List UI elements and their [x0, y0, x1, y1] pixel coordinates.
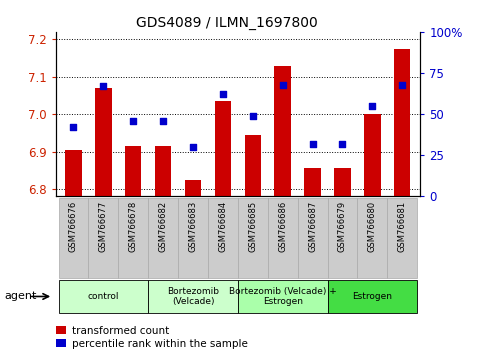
Bar: [327, 280, 417, 313]
Point: [339, 141, 346, 147]
Bar: [208, 198, 238, 278]
Bar: [298, 198, 327, 278]
Text: Estrogen: Estrogen: [353, 292, 392, 301]
Text: GSM766677: GSM766677: [99, 201, 108, 252]
Bar: [357, 198, 387, 278]
Bar: [178, 198, 208, 278]
Point: [398, 82, 406, 87]
Text: GSM766686: GSM766686: [278, 201, 287, 252]
Bar: [95, 88, 112, 196]
Point: [159, 118, 167, 124]
Bar: [58, 198, 88, 278]
Text: GSM766685: GSM766685: [248, 201, 257, 252]
Point: [369, 103, 376, 109]
Text: GSM766681: GSM766681: [398, 201, 407, 252]
Bar: [215, 101, 231, 196]
Text: agent: agent: [5, 291, 37, 302]
Text: GSM766680: GSM766680: [368, 201, 377, 252]
Text: GSM766678: GSM766678: [129, 201, 138, 252]
Point: [189, 144, 197, 150]
Bar: [185, 179, 201, 196]
Point: [70, 125, 77, 130]
Text: GSM766683: GSM766683: [188, 201, 198, 252]
Bar: [88, 198, 118, 278]
Point: [129, 118, 137, 124]
Bar: [58, 280, 148, 313]
Bar: [327, 198, 357, 278]
Legend: transformed count, percentile rank within the sample: transformed count, percentile rank withi…: [56, 326, 247, 349]
Text: control: control: [87, 292, 119, 301]
Bar: [155, 146, 171, 196]
Bar: [268, 198, 298, 278]
Point: [279, 82, 286, 87]
Text: GSM766684: GSM766684: [218, 201, 227, 252]
Text: Bortezomib (Velcade) +
Estrogen: Bortezomib (Velcade) + Estrogen: [229, 287, 337, 306]
Bar: [394, 49, 411, 196]
Bar: [238, 198, 268, 278]
Point: [99, 83, 107, 89]
Bar: [65, 150, 82, 196]
Text: Bortezomib
(Velcade): Bortezomib (Velcade): [167, 287, 219, 306]
Bar: [118, 198, 148, 278]
Text: GSM766687: GSM766687: [308, 201, 317, 252]
Text: GDS4089 / ILMN_1697800: GDS4089 / ILMN_1697800: [136, 16, 318, 30]
Bar: [274, 65, 291, 196]
Bar: [334, 169, 351, 196]
Text: GSM766679: GSM766679: [338, 201, 347, 252]
Point: [219, 92, 227, 97]
Bar: [387, 198, 417, 278]
Bar: [125, 146, 142, 196]
Point: [249, 113, 256, 119]
Bar: [304, 169, 321, 196]
Bar: [364, 114, 381, 196]
Bar: [244, 135, 261, 196]
Point: [309, 141, 316, 147]
Bar: [148, 280, 238, 313]
Bar: [148, 198, 178, 278]
Text: GSM766676: GSM766676: [69, 201, 78, 252]
Text: GSM766682: GSM766682: [158, 201, 168, 252]
Bar: [238, 280, 327, 313]
